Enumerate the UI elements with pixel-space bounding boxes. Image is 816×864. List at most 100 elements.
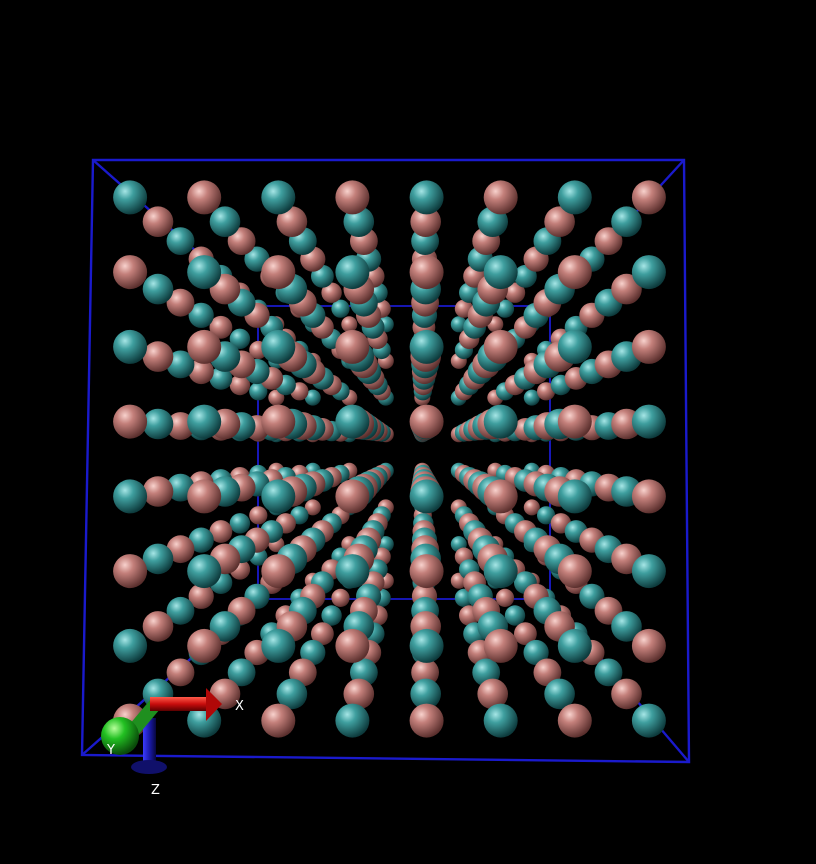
atom-pink xyxy=(113,404,148,439)
atom-pink xyxy=(261,255,296,290)
y-axis-label: Y xyxy=(107,743,115,758)
atom-teal xyxy=(249,382,268,401)
atom-teal xyxy=(187,404,222,439)
atom-pink xyxy=(249,506,268,525)
atom-pink xyxy=(409,554,444,589)
atom-pink xyxy=(411,658,439,687)
atom-pink xyxy=(631,180,666,215)
atom-pink xyxy=(113,255,148,290)
atom-pink xyxy=(227,227,256,256)
atom-pink xyxy=(276,206,308,237)
atom-pink xyxy=(335,329,370,364)
atom-teal xyxy=(166,350,195,379)
atom-pink xyxy=(537,382,556,401)
atom-teal xyxy=(504,605,526,626)
atom-pink xyxy=(611,273,642,305)
atom-pink xyxy=(631,628,666,663)
atom-teal xyxy=(209,206,241,237)
atom-pink xyxy=(483,329,518,364)
atom-teal xyxy=(229,513,251,534)
atom-pink xyxy=(209,315,233,339)
atom-teal xyxy=(410,678,442,710)
atom-pink xyxy=(166,288,195,317)
atom-pink xyxy=(594,227,623,256)
atom-pink xyxy=(557,255,592,290)
atom-teal xyxy=(113,479,148,514)
atom-teal xyxy=(113,329,148,364)
atom-pink xyxy=(495,588,515,608)
atom-pink xyxy=(483,180,518,215)
atom-teal xyxy=(523,639,549,666)
atom-pink xyxy=(311,622,334,646)
atom-teal xyxy=(229,328,251,349)
atom-pink xyxy=(409,255,444,290)
atom-teal xyxy=(142,543,174,575)
atom-teal xyxy=(261,479,296,514)
atom-teal xyxy=(276,678,308,710)
atom-pink xyxy=(477,678,509,710)
atom-teal xyxy=(450,316,467,333)
atom-pink xyxy=(514,622,537,646)
atom-pink xyxy=(142,341,174,372)
atom-pink xyxy=(229,374,251,396)
atom-pink xyxy=(557,554,592,589)
atom-teal xyxy=(166,227,195,256)
atom-teal xyxy=(335,404,370,439)
atom-pink xyxy=(321,282,342,303)
atom-teal xyxy=(209,611,241,642)
axes-gizmo xyxy=(101,688,222,774)
atom-teal xyxy=(113,628,148,663)
atom-teal xyxy=(335,703,370,738)
atom-teal xyxy=(261,628,296,663)
atom-teal xyxy=(166,596,195,625)
x-axis-arrow xyxy=(150,697,208,711)
atom-teal xyxy=(537,506,556,525)
atom-pink xyxy=(187,479,222,514)
atom-pink xyxy=(341,316,358,333)
atom-teal xyxy=(557,628,592,663)
atom-teal xyxy=(631,404,666,439)
atom-pink xyxy=(409,404,444,439)
z-axis-label: Z xyxy=(151,783,160,798)
atom-teal xyxy=(187,554,222,589)
atom-teal xyxy=(594,658,623,687)
atom-teal xyxy=(631,703,666,738)
atom-teal xyxy=(611,611,642,642)
atom-pink xyxy=(304,499,321,516)
atom-pink xyxy=(504,282,526,303)
atom-teal xyxy=(611,206,642,237)
atom-pink xyxy=(483,628,518,663)
z-axis-arrow xyxy=(143,718,156,766)
atom-teal xyxy=(261,180,296,215)
atom-teal xyxy=(631,554,666,589)
atom-teal xyxy=(300,639,326,666)
atom-teal xyxy=(523,389,540,406)
atom-teal xyxy=(409,479,444,514)
atom-pink xyxy=(261,554,296,589)
atom-teal xyxy=(261,329,296,364)
atom-pink xyxy=(261,404,296,439)
atom-pink xyxy=(166,535,195,564)
atom-teal xyxy=(409,180,444,215)
atom-pink xyxy=(343,678,375,710)
atom-pink xyxy=(261,703,296,738)
atom-pink xyxy=(331,588,350,608)
x-axis-label: X xyxy=(235,699,244,714)
atom-teal xyxy=(483,404,518,439)
atom-pink xyxy=(557,703,592,738)
atom-pink xyxy=(335,479,370,514)
atom-pink xyxy=(209,520,233,543)
atom-teal xyxy=(557,329,592,364)
atom-teal xyxy=(495,299,515,318)
atom-teal xyxy=(631,255,666,290)
atom-pink xyxy=(523,499,540,516)
atom-teal xyxy=(227,658,256,687)
atom-pink xyxy=(557,404,592,439)
y-axis-ball xyxy=(101,717,139,755)
atom-pink xyxy=(187,628,222,663)
atom-pink xyxy=(335,628,370,663)
atom-pink xyxy=(631,479,666,514)
atom-teal xyxy=(188,527,214,553)
